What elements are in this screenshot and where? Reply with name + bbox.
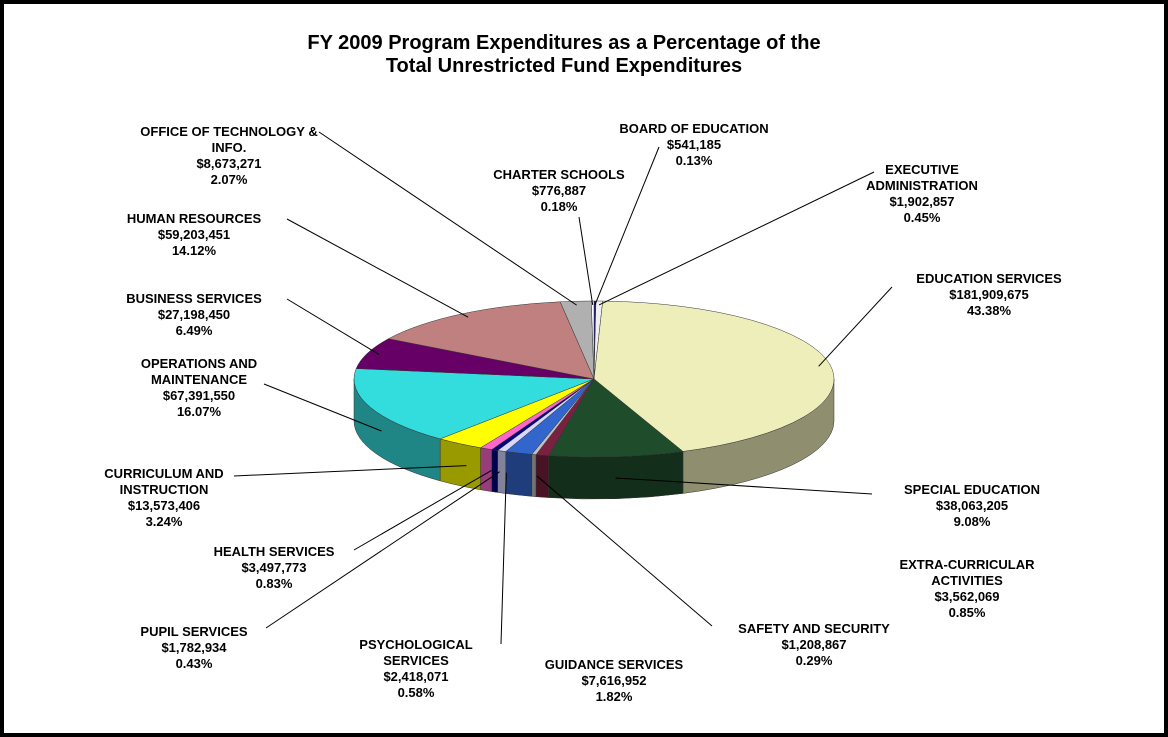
leader-line <box>318 131 577 306</box>
leader-line <box>263 383 382 432</box>
amount-label: $1,902,857 <box>889 194 955 209</box>
slice-side <box>531 454 537 497</box>
data-label: OFFICE OF TECHNOLOGY & INFO. $8,673,271 2.… <box>129 124 329 188</box>
data-label: GUIDANCE SERVICES $7,616,952 1.82% <box>519 657 709 705</box>
category-label: SAFETY AND SECURITY <box>738 621 890 636</box>
amount-label: $38,063,205 <box>935 498 1009 513</box>
category-label: GUIDANCE SERVICES <box>544 657 684 672</box>
category-label: SPECIAL EDUCATION <box>903 482 1041 497</box>
category-label: BUSINESS SERVICES <box>126 291 262 306</box>
percent-label: 0.43% <box>175 656 213 671</box>
leader-line <box>233 465 467 477</box>
data-label: HUMAN RESOURCES $59,203,451 14.12% <box>99 211 289 259</box>
amount-label: $13,573,406 <box>127 498 201 513</box>
amount-label: $3,562,069 <box>934 589 1000 604</box>
data-label: BUSINESS SERVICES $27,198,450 6.49% <box>99 291 289 339</box>
amount-label: $67,391,550 <box>162 388 236 403</box>
amount-label: $541,185 <box>666 137 722 152</box>
amount-label: $3,497,773 <box>241 560 307 575</box>
slice <box>593 300 835 452</box>
category-label: CHARTER SCHOOLS <box>493 167 625 182</box>
leader-line <box>818 286 893 367</box>
percent-label: 1.82% <box>595 689 633 704</box>
percent-label: 0.58% <box>397 685 435 700</box>
slice-side <box>505 451 533 497</box>
amount-label: $27,198,450 <box>157 307 231 322</box>
leader-line <box>598 171 875 306</box>
data-label: EXECUTIVE ADMINISTRATION $1,902,857 0.45% <box>852 162 992 226</box>
pie-area <box>233 131 893 645</box>
category-label: PUPIL SERVICES <box>140 624 248 639</box>
slice-side <box>480 447 493 492</box>
category-label: EDUCATION SERVICES <box>916 271 1062 286</box>
percent-label: 0.45% <box>903 210 941 225</box>
percent-label: 0.13% <box>675 153 713 168</box>
percent-label: 2.07% <box>210 172 248 187</box>
data-label: EXTRA-CURRICULAR ACTIVITIES $3,562,069 0.8… <box>887 557 1047 621</box>
category-label: CURRICULUM AND INSTRUCTION <box>104 466 224 497</box>
leader-line <box>353 469 492 551</box>
chart-title: FY 2009 Program Expenditures as a Percen… <box>307 32 821 77</box>
percent-label: 6.49% <box>175 323 213 338</box>
percent-label: 0.29% <box>795 653 833 668</box>
data-label: PSYCHOLOGICAL SERVICES $2,418,071 0.58% <box>346 637 486 701</box>
category-label: BOARD OF EDUCATION <box>619 121 769 136</box>
slice <box>591 300 595 380</box>
data-label: HEALTH SERVICES $3,497,773 0.83% <box>179 544 369 592</box>
percent-label: 9.08% <box>953 514 991 529</box>
percent-label: 3.24% <box>145 514 183 529</box>
leader-line <box>500 472 507 645</box>
category-label: HEALTH SERVICES <box>213 544 335 559</box>
percent-label: 14.12% <box>171 243 217 258</box>
amount-label: $7,616,952 <box>581 673 647 688</box>
category-label: EXTRA-CURRICULAR ACTIVITIES <box>899 557 1035 588</box>
data-label: SPECIAL EDUCATION $38,063,205 9.08% <box>872 482 1072 530</box>
percent-label: 16.07% <box>176 404 222 419</box>
percent-label: 0.85% <box>948 605 986 620</box>
slice <box>548 378 684 458</box>
amount-label: $776,887 <box>531 183 587 198</box>
data-label: OPERATIONS AND MAINTENANCE $67,391,550 16.… <box>129 356 269 420</box>
category-label: OPERATIONS AND MAINTENANCE <box>140 356 258 387</box>
slice-side <box>491 449 498 493</box>
leader-line <box>578 216 594 305</box>
data-label: EDUCATION SERVICES $181,909,675 43.38% <box>879 271 1099 319</box>
data-label: SAFETY AND SECURITY $1,208,867 0.29% <box>714 621 914 669</box>
leader-line <box>615 477 873 495</box>
amount-label: $1,782,934 <box>161 640 227 655</box>
amount-label: $8,673,271 <box>196 156 262 171</box>
leader-line <box>265 471 500 629</box>
amount-label: $1,208,867 <box>781 637 847 652</box>
category-label: OFFICE OF TECHNOLOGY & INFO. <box>140 124 318 155</box>
leader-line <box>286 298 380 355</box>
data-label: BOARD OF EDUCATION $541,185 0.13% <box>594 121 794 169</box>
data-label: CURRICULUM AND INSTRUCTION $13,573,406 3.2… <box>94 466 234 530</box>
leader-line <box>286 218 469 318</box>
percent-label: 0.18% <box>540 199 578 214</box>
category-label: EXECUTIVE ADMINISTRATION <box>866 162 978 193</box>
data-label: PUPIL SERVICES $1,782,934 0.43% <box>99 624 289 672</box>
slice-side <box>548 451 684 500</box>
leader-line <box>536 475 713 627</box>
leader-line <box>594 146 660 306</box>
amount-label: $181,909,675 <box>949 287 1029 302</box>
percent-label: 43.38% <box>966 303 1012 318</box>
percent-label: 0.83% <box>255 576 293 591</box>
amount-label: $2,418,071 <box>383 669 449 684</box>
slice <box>353 368 595 440</box>
category-label: PSYCHOLOGICAL SERVICES <box>359 637 473 668</box>
data-label: CHARTER SCHOOLS $776,887 0.18% <box>474 167 644 215</box>
category-label: HUMAN RESOURCES <box>126 211 262 226</box>
amount-label: $59,203,451 <box>157 227 231 242</box>
